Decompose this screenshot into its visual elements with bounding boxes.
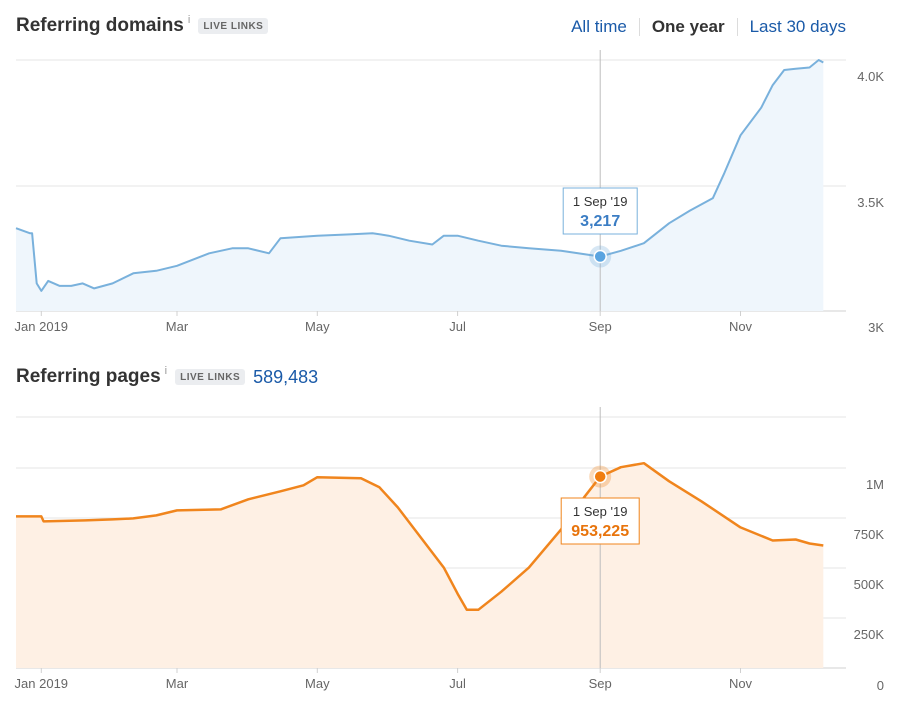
x-tick-label: Jul [449,676,466,691]
x-tick-label: Mar [166,319,189,334]
range-last-30-days[interactable]: Last 30 days [749,17,846,36]
x-tick-label: Mar [166,676,189,691]
referring-pages-chart[interactable]: Jan 2019 Mar May Jul Sep Nov 1M 750K 500K 250K 0 1 … [0,400,907,696]
x-tick-label: Jul [449,319,466,334]
referring-domains-chart[interactable]: Jan 2019 Mar May Jul Sep Nov 4.0K 3.5K 3K 1 Sep '… [0,50,907,340]
range-divider [638,18,640,36]
range-divider [736,18,738,36]
referring-pages-header: Referring pages i LIVE LINKS 589,483 [16,365,319,388]
referring-domains-header: Referring domains i LIVE LINKS [16,14,269,37]
x-tick-label: May [305,676,330,691]
range-one-year[interactable]: One year [651,17,725,36]
y-tick-label: 750K [854,527,885,542]
live-links-badge: LIVE LINKS [198,18,269,34]
time-range-selector: All time One year Last 30 days [559,17,858,37]
tooltip-date: 1 Sep '19 [573,194,628,209]
y-tick-label: 500K [854,577,885,592]
x-tick-label: Sep [589,676,612,691]
referring-pages-count: 589,483 [253,366,319,387]
tooltip-box [560,497,640,545]
y-tick-label: 3.5K [857,195,884,210]
x-tick-label: Nov [729,676,753,691]
tooltip-value: 3,217 [580,213,620,230]
tooltip-date: 1 Sep '19 [573,504,628,519]
info-icon[interactable]: i [187,14,191,26]
y-tick-label: 4.0K [857,69,884,84]
tooltip-box [562,187,638,235]
referring-pages-title: Referring pages [16,366,161,387]
referring-domains-title: Referring domains [16,15,184,36]
y-tick-label: 1M [866,477,884,492]
series-area [16,60,824,311]
range-all-time[interactable]: All time [571,17,627,36]
info-icon[interactable]: i [164,365,168,377]
x-tick-label: Sep [589,319,612,334]
y-tick-label: 0 [877,678,884,693]
series-line [15,59,824,292]
x-tick-label: Nov [729,319,753,334]
series-area [16,463,824,668]
live-links-badge: LIVE LINKS [175,369,246,385]
series-line [16,461,824,612]
x-tick-label: May [305,319,330,334]
tooltip-value: 953,225 [571,523,629,540]
x-tick-label: Jan 2019 [15,319,69,334]
y-tick-label: 250K [854,627,885,642]
data-point-marker[interactable] [593,249,607,264]
data-point-marker[interactable] [593,469,607,484]
y-tick-label: 3K [868,320,884,335]
x-tick-label: Jan 2019 [15,676,69,691]
